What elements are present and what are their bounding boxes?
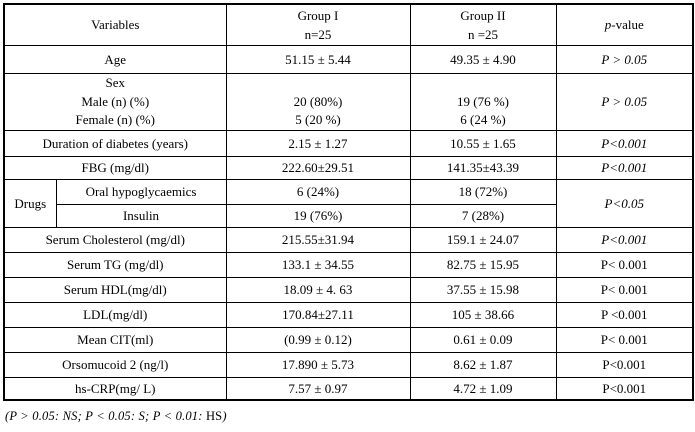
row-orsomucoid: Orsomucoid 2 (ng/l) 17.890 ± 5.73 8.62 ±… bbox=[3, 352, 694, 378]
significance-footnote: (P > 0.05: NS; P < 0.05: S; P < 0.01: HS… bbox=[5, 409, 695, 424]
drugs-insulin-group1-value: 19 (76%) bbox=[225, 204, 411, 228]
tg-group2-value: 82.75 ± 15.95 bbox=[409, 252, 557, 278]
age-group1-value: 51.15 ± 5.44 bbox=[225, 45, 411, 74]
hdl-group1-value: 18.09 ± 4. 63 bbox=[225, 277, 411, 303]
sex-spacer bbox=[413, 75, 554, 93]
drugs-oral-group2-value: 18 (72%) bbox=[409, 179, 557, 205]
hscrp-group2-value: 4.72 ± 1.09 bbox=[409, 377, 557, 401]
header-row: Variables Group I n=25 Group II n =25 p-… bbox=[3, 3, 694, 46]
sex-group2-female: 6 (24 %) bbox=[460, 112, 506, 128]
cit-group2-value: 0.61 ± 0.09 bbox=[409, 327, 557, 353]
cit-pvalue: P< 0.001 bbox=[555, 327, 694, 353]
cholesterol-group1-value: 215.55±31.94 bbox=[225, 227, 411, 253]
ldl-group1-value: 170.84±27.11 bbox=[225, 302, 411, 328]
drugs-pvalue: P<0.05 bbox=[555, 179, 694, 228]
header-group2: Group II n =25 bbox=[409, 3, 557, 46]
footnote-hs-text: HS bbox=[205, 409, 223, 423]
hscrp-group1-value: 7.57 ± 0.97 bbox=[225, 377, 411, 401]
drugs-oral-label: Oral hypoglycaemics bbox=[55, 179, 227, 205]
header-group2-name: Group II bbox=[460, 8, 506, 23]
hdl-pvalue: P< 0.001 bbox=[555, 277, 694, 303]
tg-pvalue: P< 0.001 bbox=[555, 252, 694, 278]
drugs-insulin-label: Insulin bbox=[55, 204, 227, 228]
header-group1-name: Group I bbox=[297, 8, 339, 23]
sex-female-label: Female (n) (%) bbox=[75, 112, 155, 128]
sex-group1-female: 5 (20 %) bbox=[295, 112, 341, 128]
tg-label: Serum TG (mg/dl) bbox=[3, 252, 227, 278]
sex-pvalue: P > 0.05 bbox=[555, 73, 694, 131]
header-pvalue-rest: -value bbox=[611, 17, 644, 33]
sex-label-cell: Sex Male (n) (%) Female (n) (%) bbox=[3, 73, 227, 131]
header-pvalue: p-value bbox=[555, 3, 694, 46]
hscrp-pvalue: P<0.001 bbox=[555, 377, 694, 401]
hdl-label: Serum HDL(mg/dl) bbox=[3, 277, 227, 303]
ldl-group2-value: 105 ± 38.66 bbox=[409, 302, 557, 328]
cholesterol-label: Serum Cholesterol (mg/dl) bbox=[3, 227, 227, 253]
footnote-italic-text: (P > 0.05: NS; P < 0.05: S; P < 0.01: bbox=[5, 409, 206, 423]
fbg-group2-value: 141.35±43.39 bbox=[409, 156, 557, 180]
drugs-insulin-group2-value: 7 (28%) bbox=[409, 204, 557, 228]
duration-group2-value: 10.55 ± 1.65 bbox=[409, 130, 557, 157]
age-group2-value: 49.35 ± 4.90 bbox=[409, 45, 557, 74]
cholesterol-pvalue: P<0.001 bbox=[555, 227, 694, 253]
row-tg: Serum TG (mg/dl) 133.1 ± 34.55 82.75 ± 1… bbox=[3, 252, 694, 278]
row-age: Age 51.15 ± 5.44 49.35 ± 4.90 P > 0.05 bbox=[3, 45, 694, 74]
sex-group1-male: 20 (80%) bbox=[293, 93, 343, 109]
sex-group2-values: 19 (76 %) 6 (24 %) bbox=[409, 73, 557, 131]
hdl-group2-value: 37.55 ± 15.98 bbox=[409, 277, 557, 303]
header-group1: Group I n=25 bbox=[225, 3, 411, 46]
row-cholesterol: Serum Cholesterol (mg/dl) 215.55±31.94 1… bbox=[3, 227, 694, 253]
sex-male-label: Male (n) (%) bbox=[81, 93, 150, 109]
duration-pvalue: P<0.001 bbox=[555, 130, 694, 157]
sex-spacer bbox=[229, 75, 408, 93]
tg-group1-value: 133.1 ± 34.55 bbox=[225, 252, 411, 278]
row-ldl: LDL(mg/dl) 170.84±27.11 105 ± 38.66 P <0… bbox=[3, 302, 694, 328]
sex-label: Sex bbox=[105, 75, 126, 91]
cit-group1-value: (0.99 ± 0.12) bbox=[225, 327, 411, 353]
row-duration: Duration of diabetes (years) 2.15 ± 1.27… bbox=[3, 130, 694, 157]
footnote-close-paren: ) bbox=[222, 409, 227, 423]
header-variables: Variables bbox=[3, 3, 227, 46]
duration-label: Duration of diabetes (years) bbox=[3, 130, 227, 157]
header-group1-n: n=25 bbox=[304, 27, 332, 42]
row-fbg: FBG (mg/dl) 222.60±29.51 141.35±43.39 P<… bbox=[3, 156, 694, 180]
header-pvalue-p: p bbox=[604, 17, 612, 33]
duration-group1-value: 2.15 ± 1.27 bbox=[225, 130, 411, 157]
cholesterol-group2-value: 159.1 ± 24.07 bbox=[409, 227, 557, 253]
drugs-oral-group1-value: 6 (24%) bbox=[225, 179, 411, 205]
age-label: Age bbox=[3, 45, 227, 74]
orsomucoid-group2-value: 8.62 ± 1.87 bbox=[409, 352, 557, 378]
ldl-label: LDL(mg/dl) bbox=[3, 302, 227, 328]
row-sex: Sex Male (n) (%) Female (n) (%) 20 (80%)… bbox=[3, 73, 694, 131]
sex-group2-male: 19 (76 %) bbox=[457, 93, 509, 109]
row-hdl: Serum HDL(mg/dl) 18.09 ± 4. 63 37.55 ± 1… bbox=[3, 277, 694, 303]
row-drugs-oral: Drugs Oral hypoglycaemics 6 (24%) 18 (72… bbox=[3, 179, 694, 228]
header-group2-n: n =25 bbox=[467, 27, 499, 42]
fbg-label: FBG (mg/dl) bbox=[3, 156, 227, 180]
orsomucoid-group1-value: 17.890 ± 5.73 bbox=[225, 352, 411, 378]
age-pvalue: P > 0.05 bbox=[555, 45, 694, 74]
orsomucoid-label: Orsomucoid 2 (ng/l) bbox=[3, 352, 227, 378]
fbg-pvalue: P<0.001 bbox=[555, 156, 694, 180]
row-drugs-insulin: Insulin 19 (76%) 7 (28%) bbox=[4, 204, 693, 228]
fbg-group1-value: 222.60±29.51 bbox=[225, 156, 411, 180]
group-comparison-table: Variables Group I n=25 Group II n =25 p-… bbox=[3, 3, 694, 401]
hscrp-label: hs-CRP(mg/ L) bbox=[3, 377, 227, 401]
row-cit: Mean CIT(ml) (0.99 ± 0.12) 0.61 ± 0.09 P… bbox=[3, 327, 694, 353]
row-hscrp: hs-CRP(mg/ L) 7.57 ± 0.97 4.72 ± 1.09 P<… bbox=[3, 377, 694, 401]
orsomucoid-pvalue: P<0.001 bbox=[555, 352, 694, 378]
drugs-label: Drugs bbox=[3, 179, 57, 228]
cit-label: Mean CIT(ml) bbox=[3, 327, 227, 353]
ldl-pvalue: P <0.001 bbox=[555, 302, 694, 328]
sex-group1-values: 20 (80%) 5 (20 %) bbox=[225, 73, 411, 131]
